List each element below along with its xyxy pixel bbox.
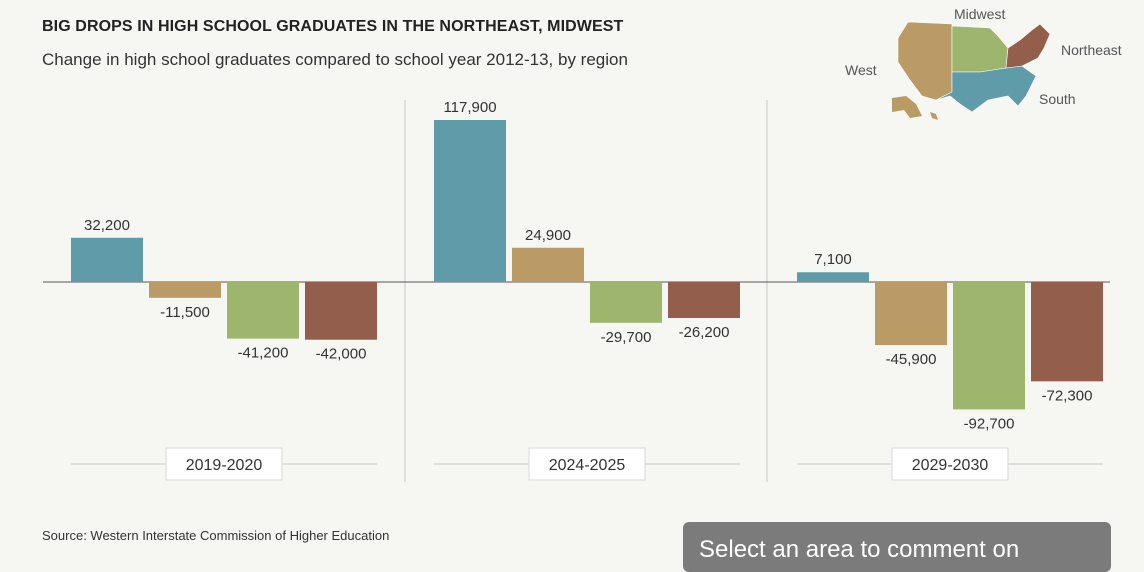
data-label: 117,900 [443, 99, 496, 116]
period-label-box [165, 447, 283, 481]
data-label: -92,700 [964, 415, 1015, 432]
period-label-box [528, 447, 646, 481]
data-label: 7,100 [814, 251, 852, 268]
chart-subtitle: Change in high school graduates compared… [42, 50, 628, 69]
map-label-west: West [845, 62, 877, 78]
data-label: -41,200 [238, 345, 289, 362]
comment-prompt-button[interactable]: Select an area to comment on [683, 522, 1111, 572]
data-label: -45,900 [886, 351, 937, 368]
us-map-icon [892, 21, 1051, 120]
map-region-hawaii [930, 112, 938, 120]
bar-south [71, 237, 143, 282]
period-label-box [891, 447, 1009, 481]
data-label: -26,200 [679, 324, 730, 341]
us-region-map-legend: West Midwest Northeast South [840, 0, 1144, 130]
bar-midwest [590, 282, 662, 323]
bar-south [797, 272, 869, 282]
period-label: 2024-2025 [549, 457, 626, 474]
bar-midwest [953, 282, 1025, 410]
bar-northeast [305, 282, 377, 340]
map-label-midwest: Midwest [954, 6, 1006, 22]
data-label: -11,500 [160, 304, 210, 321]
bar-south [434, 120, 506, 282]
data-label: -72,300 [1042, 387, 1093, 404]
map-region-northeast [1005, 23, 1051, 69]
bar-west [512, 247, 584, 282]
bar-chart: 2019-2020 32,200 -11,500 -41,200 -42,000 2024… [43, 99, 1110, 482]
data-label: -42,000 [316, 346, 367, 363]
bar-northeast [668, 282, 740, 318]
comment-prompt-label: Select an area to comment on [699, 536, 1020, 563]
chart-title: BIG DROPS IN HIGH SCHOOL GRADUATES IN TH… [42, 18, 624, 35]
map-region-midwest [951, 25, 1009, 73]
source-note: Source: Western Interstate Commission of… [42, 528, 390, 543]
map-label-northeast: Northeast [1061, 42, 1122, 58]
map-region-alaska [892, 96, 922, 118]
data-label: 32,200 [84, 217, 130, 234]
data-label: -29,700 [601, 329, 652, 346]
map-region-west [897, 21, 953, 101]
period-label: 2019-2020 [186, 457, 263, 474]
map-label-south: South [1039, 91, 1076, 107]
bar-west [875, 282, 947, 346]
bar-west [149, 282, 221, 298]
period-label: 2029-2030 [912, 457, 989, 474]
bar-midwest [227, 282, 299, 339]
bar-northeast [1031, 282, 1103, 382]
data-label: 24,900 [525, 227, 571, 244]
